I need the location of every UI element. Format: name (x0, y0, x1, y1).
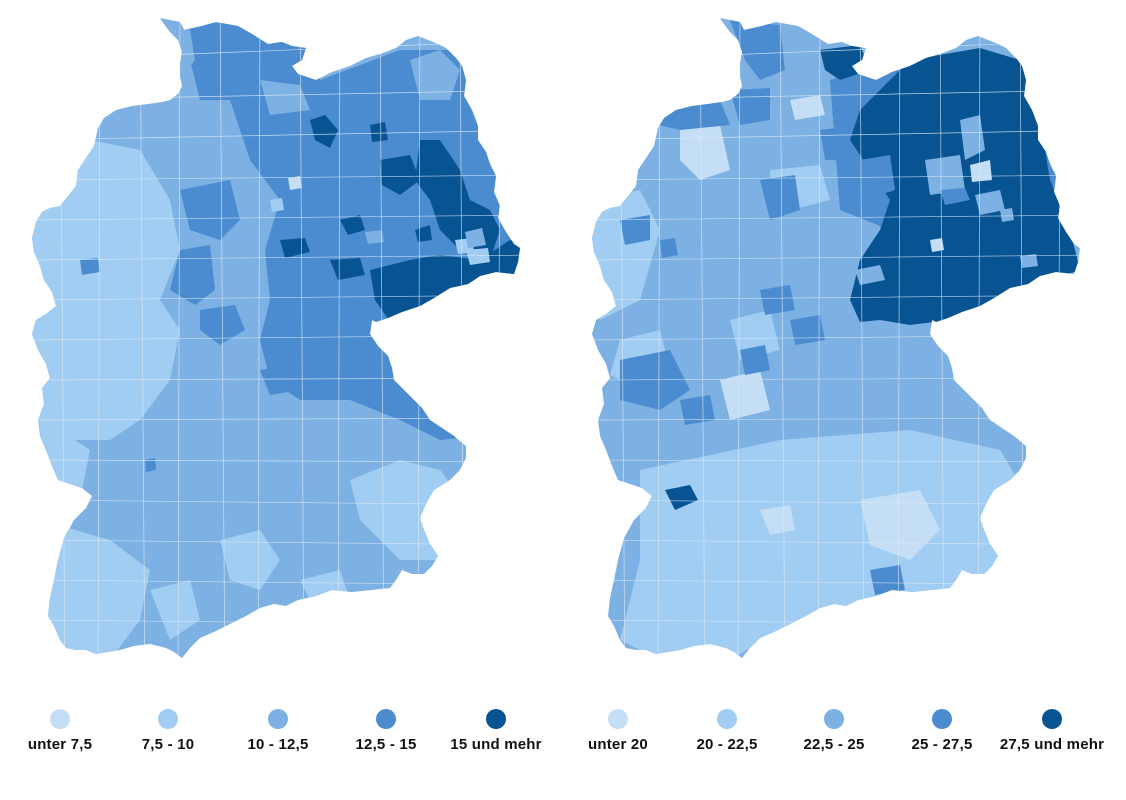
legend-item-left-3: 10 - 12,5 (218, 706, 338, 753)
legend-swatch (376, 709, 396, 729)
legend-swatch (717, 709, 737, 729)
legend-item-right-1: unter 20 (558, 706, 678, 753)
legend-item-right-2: 20 - 22,5 (667, 706, 787, 753)
legend-label: unter 7,5 (27, 736, 93, 753)
choropleth-map-left (20, 0, 540, 690)
legend-label: 7,5 - 10 (141, 736, 195, 753)
legend-left: unter 7,5 7,5 - 10 10 - 12,5 12,5 - 15 1… (0, 706, 563, 766)
legend-label: 10 - 12,5 (247, 736, 309, 753)
legend-swatch (608, 709, 628, 729)
legend-item-left-1: unter 7,5 (0, 706, 120, 753)
legend-label: unter 20 (588, 736, 648, 753)
legend-label: 22,5 - 25 (803, 736, 865, 753)
legend-swatch (268, 709, 288, 729)
legend-item-left-5: 15 und mehr (436, 706, 556, 753)
legend-label: 27,5 und mehr (999, 736, 1105, 753)
legend-item-right-5: 27,5 und mehr (992, 706, 1112, 753)
legend-swatch (824, 709, 844, 729)
legend-swatch (158, 709, 178, 729)
legend-item-right-4: 25 - 27,5 (882, 706, 1002, 753)
germany-map-left-svg (32, 18, 520, 658)
choropleth-map-right (580, 0, 1100, 690)
legend-swatch (50, 709, 70, 729)
map-fill-right (592, 18, 1080, 658)
legend-right: unter 20 20 - 22,5 22,5 - 25 25 - 27,5 2… (0, 706, 1126, 766)
legend-item-left-2: 7,5 - 10 (108, 706, 228, 753)
legend-swatch (486, 709, 506, 729)
germany-map-right-svg (592, 18, 1080, 658)
legend-label: 25 - 27,5 (911, 736, 973, 753)
legend-swatch (1042, 709, 1062, 729)
legend-swatch (932, 709, 952, 729)
legend-label: 20 - 22,5 (696, 736, 758, 753)
legend-label: 15 und mehr (450, 736, 542, 753)
legend-item-right-3: 22,5 - 25 (774, 706, 894, 753)
legend-item-left-4: 12,5 - 15 (326, 706, 446, 753)
legend-label: 12,5 - 15 (355, 736, 417, 753)
map-fill-left (32, 18, 520, 658)
